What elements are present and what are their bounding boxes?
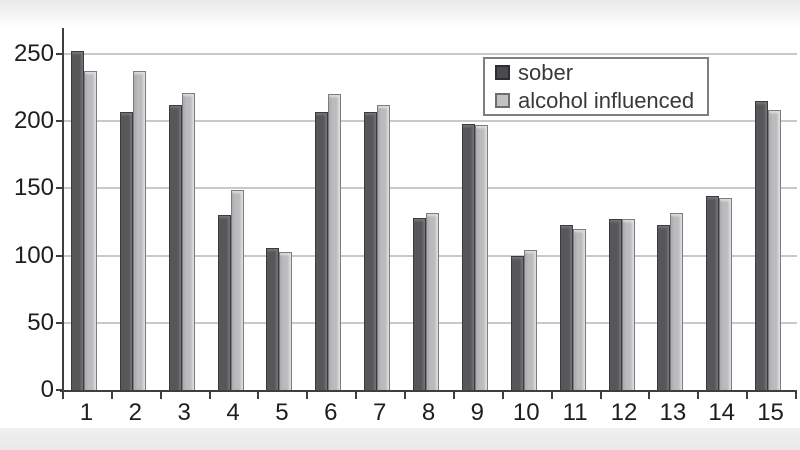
bar-sober-6 — [315, 111, 329, 390]
y-axis-label-200: 200 — [13, 107, 54, 135]
x-axis-line — [60, 390, 797, 392]
bar-alcohol-15 — [768, 110, 782, 390]
legend-label-sober: sober — [518, 59, 574, 85]
x-axis-tick-6 — [355, 390, 358, 399]
gridline-250 — [62, 53, 797, 55]
bar-alcohol-3 — [181, 92, 195, 390]
legend-swatch-sober — [495, 65, 510, 80]
x-axis-label-10: 10 — [512, 399, 540, 426]
y-axis-tick-50 — [56, 321, 62, 324]
bar-sober-2 — [119, 111, 133, 390]
y-axis-tick-200 — [56, 120, 62, 123]
bar-alcohol-4 — [230, 189, 244, 390]
bar-sober-4 — [217, 215, 231, 390]
y-axis-label-50: 50 — [27, 308, 54, 336]
x-axis-label-2: 2 — [128, 399, 142, 426]
bar-sober-1 — [71, 51, 84, 390]
x-axis-label-4: 4 — [226, 399, 240, 426]
bar-alcohol-9 — [474, 125, 488, 390]
bar-sober-8 — [413, 217, 427, 390]
x-axis-tick-14 — [746, 390, 749, 399]
legend-item-sober: sober — [495, 59, 707, 85]
x-axis-label-11: 11 — [562, 399, 588, 426]
bar-sober-11 — [559, 224, 573, 390]
bar-sober-12 — [608, 219, 622, 390]
y-axis-label-250: 250 — [13, 40, 54, 67]
bottom-letterbox — [0, 428, 800, 450]
bar-sober-7 — [364, 111, 378, 390]
y-axis-label-0: 0 — [40, 376, 54, 403]
bar-alcohol-7 — [377, 105, 391, 390]
bar-alcohol-13 — [670, 212, 684, 390]
bar-alcohol-6 — [328, 94, 342, 390]
x-axis-tick-8 — [452, 390, 455, 399]
top-letterbox — [0, 0, 800, 27]
bar-alcohol-11 — [572, 228, 586, 390]
legend: sober alcohol influenced — [483, 57, 709, 116]
bar-sober-5 — [266, 247, 280, 390]
bar-sober-13 — [657, 224, 671, 390]
bar-alcohol-2 — [132, 71, 146, 390]
y-axis-line — [62, 28, 64, 392]
gridline-200 — [62, 120, 797, 123]
x-axis-tick-9 — [501, 390, 504, 399]
bar-sober-10 — [510, 255, 524, 390]
bar-sober-15 — [755, 101, 769, 390]
x-axis-label-7: 7 — [372, 399, 387, 426]
bar-sober-3 — [168, 105, 182, 390]
x-axis-tick-5 — [306, 390, 309, 399]
x-axis-tick-13 — [697, 390, 700, 399]
bar-alcohol-1 — [84, 71, 97, 390]
x-axis-label-14: 14 — [708, 399, 736, 426]
x-axis-label-8: 8 — [421, 399, 436, 426]
x-axis-tick-10 — [550, 390, 553, 399]
x-axis-tick-3 — [208, 390, 211, 399]
x-axis-label-6: 6 — [324, 399, 338, 426]
gridline-150 — [62, 187, 797, 190]
x-axis-label-5: 5 — [275, 399, 289, 426]
x-axis-tick-4 — [257, 390, 260, 399]
bar-sober-9 — [461, 123, 475, 390]
x-axis-tick-0 — [62, 390, 64, 399]
x-axis-tick-7 — [404, 390, 407, 399]
x-axis-label-9: 9 — [470, 399, 485, 426]
bar-alcohol-14 — [719, 197, 733, 390]
x-axis-tick-15 — [795, 390, 797, 399]
y-axis-tick-150 — [56, 187, 62, 190]
y-axis-tick-100 — [56, 254, 62, 257]
legend-swatch-alcohol — [495, 93, 510, 108]
x-axis-label-3: 3 — [177, 399, 191, 426]
bar-alcohol-10 — [523, 250, 537, 390]
legend-label-alcohol: alcohol influenced — [518, 87, 695, 113]
x-axis-tick-2 — [159, 390, 162, 399]
y-axis-tick-250 — [56, 53, 62, 55]
bar-alcohol-5 — [279, 251, 293, 390]
x-axis-tick-11 — [599, 390, 602, 399]
bar-alcohol-12 — [621, 219, 635, 390]
y-axis-label-100: 100 — [13, 241, 54, 269]
x-axis-label-12: 12 — [610, 399, 638, 426]
x-axis-label-1: 1 — [79, 399, 94, 426]
legend-item-alcohol: alcohol influenced — [495, 87, 707, 113]
y-axis-label-150: 150 — [13, 174, 54, 202]
bar-sober-14 — [706, 196, 720, 390]
x-axis-tick-12 — [648, 390, 651, 399]
y-axis-tick-0 — [56, 389, 62, 391]
x-axis-label-15: 15 — [757, 399, 784, 426]
x-axis-tick-1 — [110, 390, 113, 399]
bar-alcohol-8 — [426, 212, 440, 390]
x-axis-label-13: 13 — [659, 399, 687, 426]
